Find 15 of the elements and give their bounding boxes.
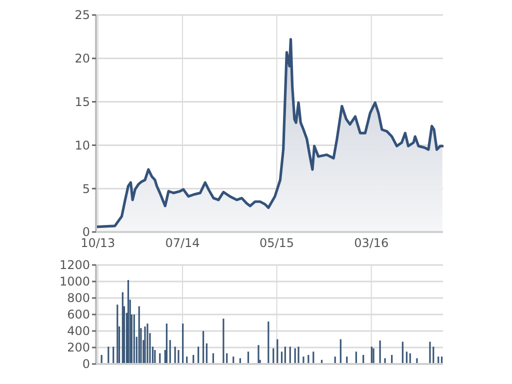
y-tick-label: 0 — [82, 357, 90, 372]
y-tick-label: 5 — [82, 182, 90, 196]
y-tick-label: 400 — [67, 324, 90, 338]
y-tick-label: 10 — [74, 138, 90, 152]
y-tick-label: 25 — [74, 8, 90, 22]
x-tick-label: 05/15 — [259, 236, 294, 250]
y-tick-label: 15 — [74, 95, 90, 109]
y-tick-label: 1000 — [59, 274, 90, 289]
y-tick-label: 200 — [67, 340, 90, 355]
y-tick-label: 1200 — [59, 258, 90, 272]
y-tick-label: 600 — [67, 308, 90, 322]
x-tick-label: 07/14 — [165, 236, 200, 250]
y-tick-label: 800 — [67, 291, 90, 306]
y-tick-label: 20 — [74, 52, 90, 66]
x-tick-label: 03/16 — [354, 236, 389, 250]
